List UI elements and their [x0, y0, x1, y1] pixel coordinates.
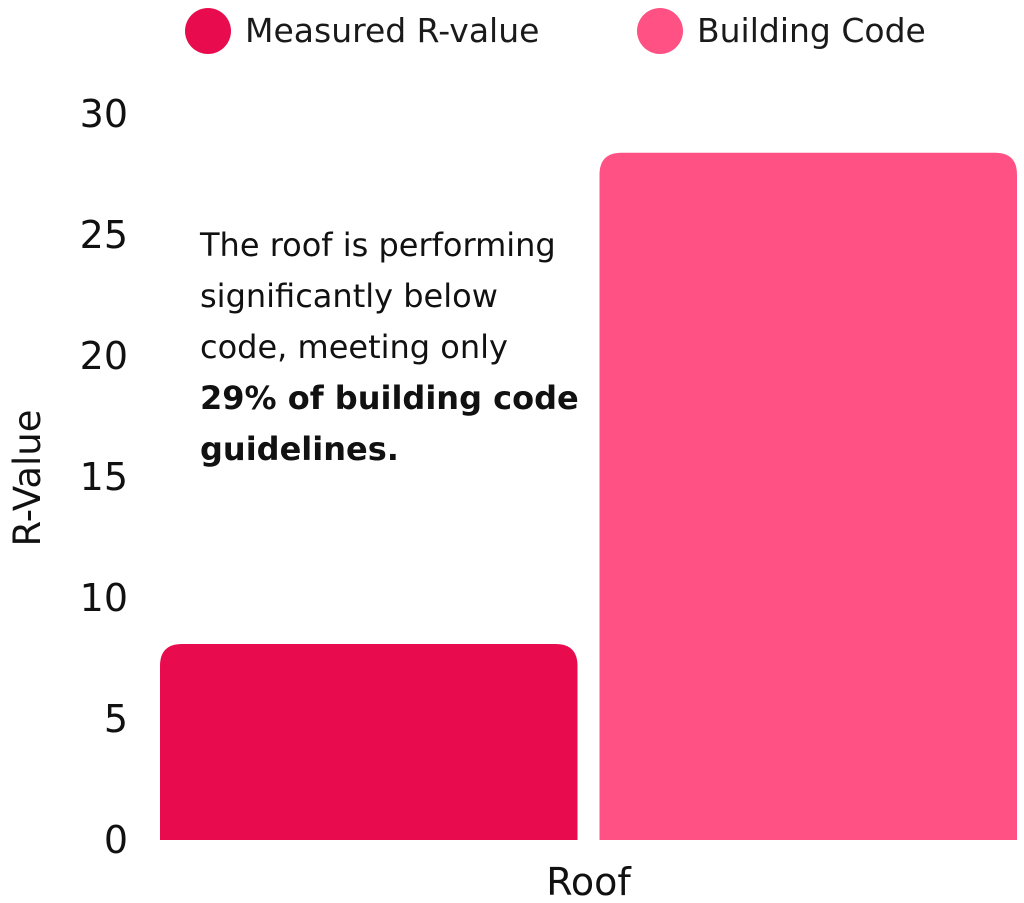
legend: Measured R-value Building Code	[185, 8, 926, 54]
bar-building-code	[599, 152, 1017, 841]
y-tick-label: 0	[104, 818, 128, 862]
y-tick-label: 10	[80, 576, 128, 620]
x-tick-label: Roof	[546, 860, 632, 903]
bars	[160, 152, 1017, 841]
bar-measured-r-value	[160, 643, 578, 840]
legend-label: Building Code	[697, 11, 926, 50]
y-axis-label: R-Value	[6, 410, 49, 547]
y-tick-label: 25	[80, 213, 128, 257]
y-tick-label: 15	[80, 455, 128, 499]
x-axis-ticks: Roof	[546, 860, 632, 903]
annotation-highlight: 29% of building code guidelines.	[200, 379, 579, 468]
legend-swatch	[637, 8, 683, 54]
y-tick-label: 20	[80, 334, 128, 378]
y-tick-label: 5	[104, 697, 128, 741]
legend-label: Measured R-value	[245, 11, 539, 50]
y-tick-label: 30	[80, 92, 128, 136]
y-axis-ticks: 0 5 10 15 20 25 30	[80, 92, 128, 862]
annotation-text: The roof is performing significantly bel…	[200, 226, 556, 366]
chart-annotation: The roof is performing significantly bel…	[200, 220, 580, 475]
legend-swatch	[185, 8, 231, 54]
